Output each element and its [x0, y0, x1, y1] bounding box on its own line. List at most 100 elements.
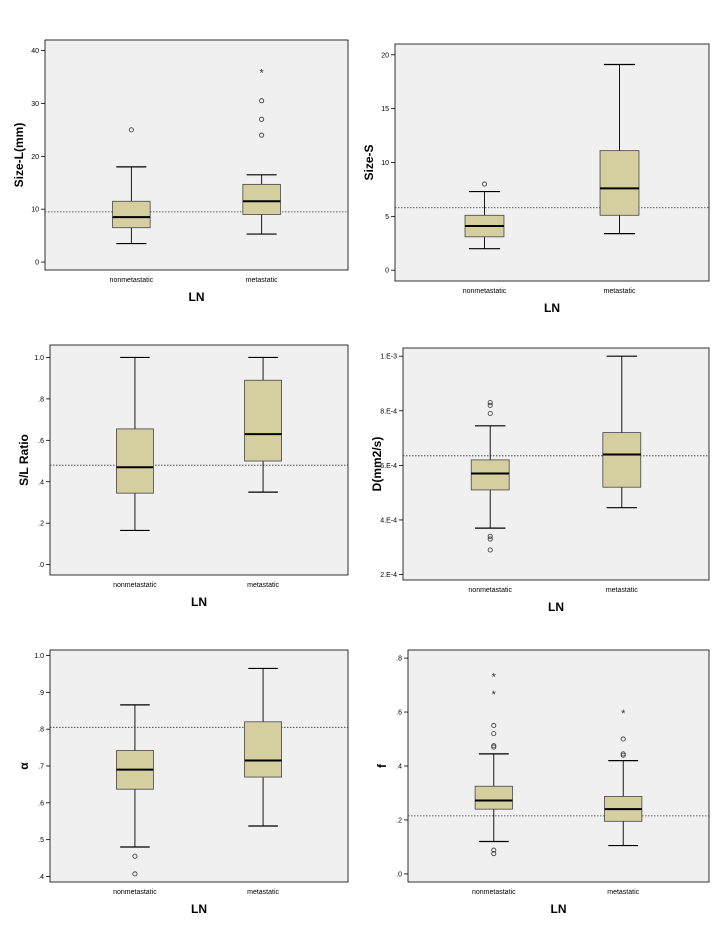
category-label: nonmetastatic: [463, 288, 507, 295]
outlier-point: [487, 533, 493, 539]
y-tick-label: 0: [35, 260, 39, 267]
outlier-point: [481, 181, 487, 187]
box-iqr: [474, 785, 513, 810]
outlier-point: [620, 736, 626, 742]
y-axis-label: S/L Ratio: [17, 434, 31, 486]
outlier-point: [491, 723, 497, 729]
category-label: metastatic: [607, 889, 639, 896]
y-axis-label: f: [375, 763, 389, 768]
x-axis-label: LN: [189, 290, 205, 304]
box-iqr: [242, 183, 281, 215]
outlier-point: [487, 547, 493, 553]
box-nonmetastatic: [116, 704, 154, 877]
box-nonmetastatic: [470, 400, 510, 553]
y-tick-label: .9: [38, 690, 44, 697]
outlier-point: [487, 402, 493, 408]
x-axis-label: LN: [551, 902, 567, 916]
plot-area: [44, 39, 349, 271]
extreme-point: *: [260, 68, 265, 80]
category-label: metastatic: [246, 277, 278, 284]
outlier-point: [259, 116, 265, 122]
plot-area: [49, 649, 349, 883]
y-tick-label: 10: [31, 207, 39, 214]
plot-area: [49, 344, 349, 576]
y-tick-label: .0: [38, 562, 44, 569]
outlier-point: [132, 853, 138, 859]
category-label: nonmetastatic: [113, 582, 157, 589]
category-label: metastatic: [247, 889, 279, 896]
category-label: metastatic: [604, 288, 636, 295]
y-tick-label: 0: [385, 268, 389, 275]
outlier-point: [491, 731, 497, 737]
plot-area: [402, 347, 710, 581]
category-label: nonmetastatic: [472, 889, 516, 896]
outlier-point: [491, 744, 497, 750]
box-metastatic: *: [604, 708, 643, 847]
x-axis-label: LN: [548, 600, 564, 614]
box-iqr: [470, 459, 510, 491]
y-tick-label: 1.E-3: [380, 354, 397, 361]
y-tick-label: 1.0: [34, 355, 44, 362]
extreme-point: *: [492, 672, 497, 684]
y-tick-label: 5: [385, 214, 389, 221]
box-nonmetastatic: [116, 356, 154, 532]
box-metastatic: [244, 667, 282, 827]
panel-4: 2.E-4 4.E-4 6.E-4 8.E-4 1.E-3 nonmetastatic me…: [370, 347, 710, 614]
outlier-point: [487, 411, 493, 417]
box-nonmetastatic: [464, 181, 505, 250]
y-tick-label: .5: [38, 837, 44, 844]
y-tick-label: .8: [38, 396, 44, 403]
panel-2: 0 5 10 15 20 nonmetastatic metastatic LN Size-S: [362, 43, 710, 315]
y-tick-label: .8: [38, 727, 44, 734]
y-tick-label: .2: [396, 817, 402, 824]
outlier-point: [128, 127, 134, 133]
category-label: nonmetastatic: [110, 277, 154, 284]
y-tick-label: 40: [31, 48, 39, 55]
y-tick-label: .2: [38, 521, 44, 528]
box-iqr: [244, 379, 282, 462]
box-metastatic: *: [242, 68, 281, 235]
box-iqr: [602, 432, 642, 488]
extreme-point: *: [492, 689, 497, 701]
y-tick-label: 6.E-4: [380, 463, 397, 470]
box-iqr: [599, 150, 640, 216]
y-axis-label: Size-S: [362, 144, 376, 180]
outlier-point: [491, 851, 497, 857]
y-tick-label: 30: [31, 101, 39, 108]
extreme-point: *: [621, 708, 626, 720]
y-tick-label: .6: [38, 438, 44, 445]
y-axis-label: α: [17, 762, 31, 770]
y-axis-label: Size-L(mm): [12, 123, 26, 188]
y-tick-label: 4.E-4: [380, 517, 397, 524]
y-tick-label: .8: [396, 656, 402, 663]
plot-area: [394, 43, 710, 282]
outlier-point: [491, 847, 497, 853]
y-tick-label: 20: [31, 154, 39, 161]
outlier-point: [487, 400, 493, 406]
y-tick-label: 2.E-4: [380, 572, 397, 579]
x-axis-label: LN: [191, 595, 207, 609]
outlier-point: [259, 98, 265, 104]
y-tick-label: .6: [396, 710, 402, 717]
box-iqr: [244, 721, 282, 778]
outlier-point: [132, 871, 138, 877]
y-tick-label: 20: [381, 52, 389, 59]
y-tick-label: 15: [381, 106, 389, 113]
y-tick-label: .7: [38, 764, 44, 771]
box-nonmetastatic: [112, 127, 151, 245]
panel-3: .0 .2 .4 .6 .8 1.0 nonmetastatic metastatic LN S/…: [17, 344, 349, 609]
y-tick-label: .4: [38, 479, 44, 486]
box-nonmetastatic: **: [474, 672, 513, 857]
y-tick-label: 8.E-4: [380, 408, 397, 415]
box-metastatic: [602, 355, 642, 509]
panel-5: .4 .5 .6 .7 .8 .9 1.0 nonmetastatic metastatic LN…: [17, 649, 349, 916]
y-axis-label: D(mm2/s): [370, 437, 384, 492]
box-iqr: [112, 200, 151, 229]
x-axis-label: LN: [544, 301, 560, 315]
y-tick-label: 10: [381, 160, 389, 167]
x-axis-label: LN: [191, 902, 207, 916]
category-label: metastatic: [247, 582, 279, 589]
outlier-point: [259, 132, 265, 138]
